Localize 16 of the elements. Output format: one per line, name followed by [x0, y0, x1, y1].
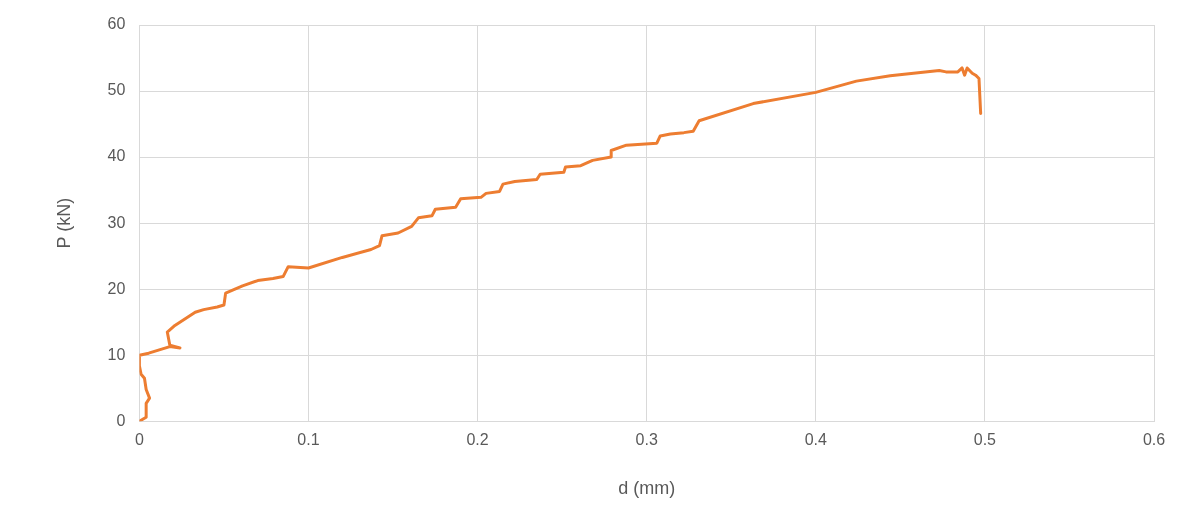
y-tick-label: 0 [116, 411, 126, 429]
y-tick-label: 10 [107, 345, 126, 363]
x-tick-label: 0 [134, 431, 144, 449]
y-tick-label: 50 [107, 81, 126, 99]
x-tick-label: 0.4 [804, 431, 828, 449]
y-axis-title: P (kN) [53, 197, 74, 249]
x-tick-label: 0.1 [297, 431, 320, 449]
y-tick-label: 40 [107, 147, 126, 165]
x-tick-label: 0.5 [973, 431, 997, 449]
x-axis-title: d (mm) [618, 478, 676, 499]
x-tick-label: 0.3 [635, 431, 658, 449]
y-tick-label: 60 [107, 15, 126, 33]
y-tick-label: 20 [107, 279, 126, 297]
y-tick-label: 30 [107, 213, 126, 231]
x-tick-label: 0.6 [1142, 431, 1166, 449]
x-tick-label: 0.2 [466, 431, 489, 449]
